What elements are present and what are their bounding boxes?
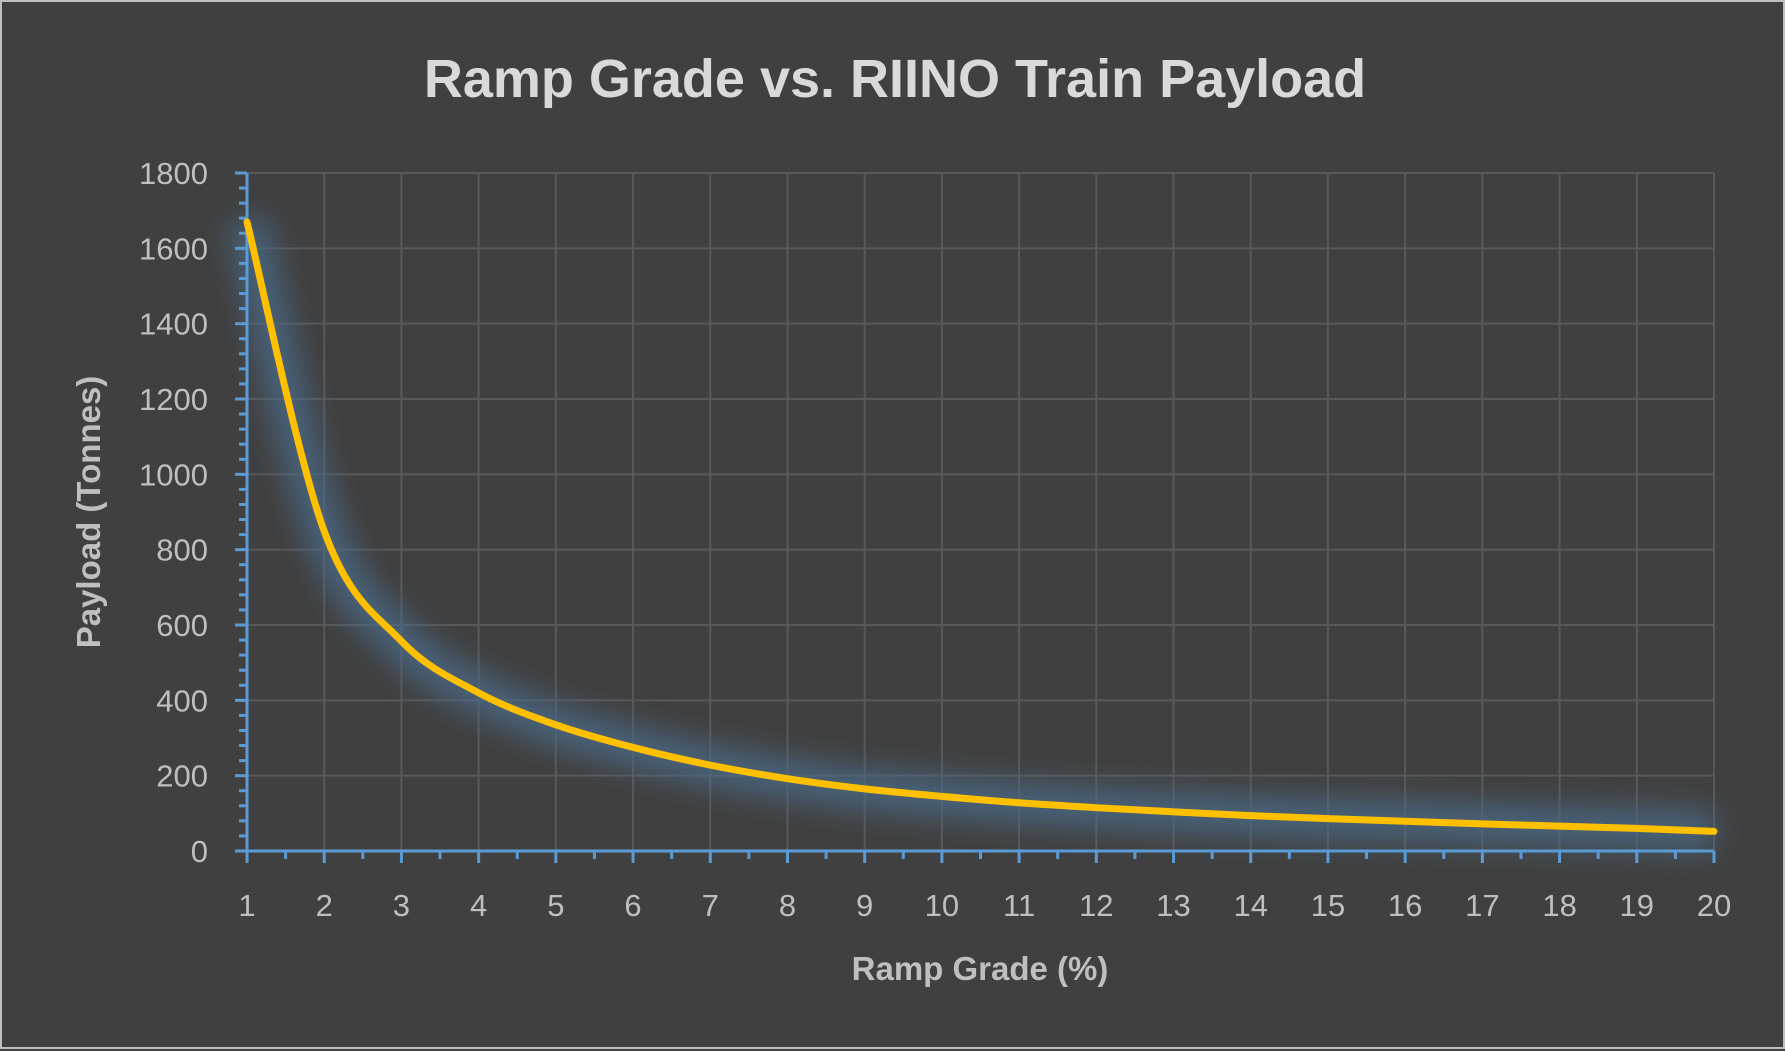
- series-glow: [227, 217, 1715, 852]
- x-tick-label: 14: [1233, 888, 1267, 923]
- x-tick-label: 8: [779, 888, 796, 923]
- x-tick-label: 2: [316, 888, 333, 923]
- x-tick-label: 1: [238, 888, 255, 923]
- y-tick-label: 800: [156, 533, 208, 568]
- y-tick-label: 1800: [139, 156, 208, 191]
- x-tick-label: 5: [547, 888, 564, 923]
- axes: [235, 171, 1716, 863]
- x-tick-label: 3: [393, 888, 410, 923]
- x-tick-label: 15: [1311, 888, 1345, 923]
- x-tick-label: 12: [1079, 888, 1113, 923]
- x-tick-label: 16: [1388, 888, 1422, 923]
- x-tick-label: 13: [1156, 888, 1190, 923]
- y-tick-label: 1400: [139, 307, 208, 342]
- y-tick-label: 0: [191, 834, 208, 869]
- x-tick-label: 18: [1542, 888, 1576, 923]
- gridlines: [247, 172, 1715, 851]
- x-axis-label: Ramp Grade (%): [852, 950, 1109, 987]
- x-tick-label: 11: [1003, 888, 1035, 923]
- x-tick-label: 4: [470, 888, 487, 923]
- y-tick-label: 400: [156, 683, 208, 718]
- x-tick-label: 17: [1465, 888, 1499, 923]
- series-glow-line: [227, 217, 1715, 852]
- series: [243, 218, 1718, 835]
- y-tick-label: 600: [156, 608, 208, 643]
- x-tick-labels: 1 2 3 4 5 6 7 8 9 10 11 12 13 14 15 16 17 18 19 20: [238, 888, 1731, 923]
- y-axis-label: Payload (Tonnes): [70, 376, 107, 649]
- x-tick-label: 20: [1697, 888, 1731, 923]
- x-tick-label: 6: [624, 888, 641, 923]
- y-tick-label: 1000: [139, 457, 208, 492]
- x-tick-label: 9: [856, 888, 873, 923]
- y-tick-label: 200: [156, 759, 208, 794]
- x-tick-label: 10: [925, 888, 959, 923]
- y-tick-label: 1600: [139, 231, 208, 266]
- series-line-payload: [243, 218, 1718, 835]
- chart-title: Ramp Grade vs. RIINO Train Payload: [424, 49, 1366, 109]
- y-tick-label: 1200: [139, 382, 208, 417]
- x-tick-label: 7: [702, 888, 719, 923]
- x-tick-label: 19: [1620, 888, 1654, 923]
- y-tick-labels: 0 200 400 600 800 1000 1200 1400 1600 1800: [139, 156, 208, 869]
